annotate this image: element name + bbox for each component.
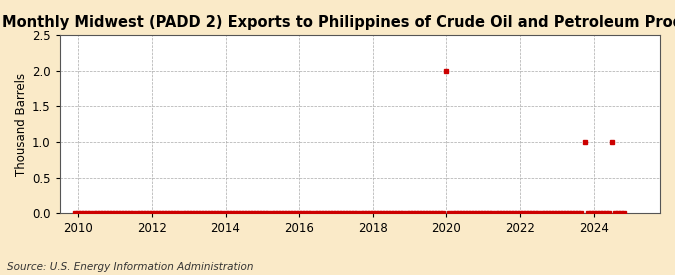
Y-axis label: Thousand Barrels: Thousand Barrels — [15, 73, 28, 176]
Text: Source: U.S. Energy Information Administration: Source: U.S. Energy Information Administ… — [7, 262, 253, 272]
Title: Monthly Midwest (PADD 2) Exports to Philippines of Crude Oil and Petroleum Produ: Monthly Midwest (PADD 2) Exports to Phil… — [2, 15, 675, 30]
